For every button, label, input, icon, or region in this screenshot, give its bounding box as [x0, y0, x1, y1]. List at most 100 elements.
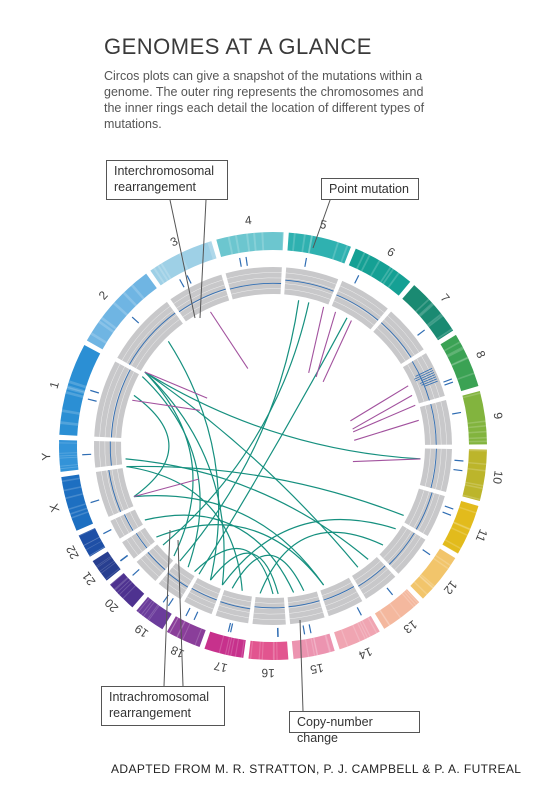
credit-line: ADAPTED FROM M. R. STRATTON, P. J. CAMPB… — [111, 762, 522, 776]
interchromosomal-link — [198, 317, 348, 575]
band-stripe — [234, 638, 240, 657]
copy-number-gridline — [383, 319, 415, 356]
band-stripe — [427, 314, 444, 328]
band-stripe — [83, 536, 100, 546]
band-stripe — [100, 316, 117, 330]
chromosome-label-5: 5 — [318, 217, 328, 232]
copy-number-gridline — [179, 289, 227, 313]
band-stripe — [68, 503, 86, 511]
chromosome-label-x: X — [47, 502, 63, 514]
band-stripe — [122, 291, 138, 307]
intrachromosomal-link — [352, 394, 413, 430]
copy-number-trace — [415, 492, 433, 530]
copy-number-gridline — [422, 494, 440, 534]
copy-number-trace — [167, 572, 189, 588]
chromosome-band-10 — [462, 449, 487, 501]
copy-number-gridline — [168, 571, 190, 586]
point-mutation-tick — [422, 549, 431, 556]
copy-number-trace — [229, 282, 282, 290]
band-stripe — [59, 442, 78, 444]
band-stripe — [234, 235, 240, 254]
copy-number-trace — [336, 294, 379, 321]
band-stripe — [451, 357, 469, 367]
band-stripe — [310, 638, 316, 657]
copy-number-gridline — [424, 448, 431, 487]
chromosome-label-13: 13 — [400, 617, 419, 636]
band-stripe — [209, 241, 217, 259]
band-stripe — [292, 233, 296, 252]
chromosome-band-16 — [248, 640, 289, 661]
band-stripe — [90, 332, 108, 344]
band-stripe — [250, 640, 254, 659]
band-stripe — [420, 574, 436, 587]
band-stripe — [419, 575, 434, 589]
copy-number-gridline — [253, 612, 286, 615]
band-stripe — [442, 544, 459, 554]
band-stripe — [96, 557, 112, 568]
intrachromosomal-link — [352, 404, 416, 433]
band-stripe — [116, 579, 131, 593]
copy-number-gridline — [289, 606, 322, 614]
band-stripe — [405, 589, 419, 604]
copy-number-gridline — [285, 278, 335, 290]
copy-number-gridline — [321, 582, 352, 596]
band-stripe — [468, 436, 487, 440]
copy-number-track — [170, 274, 230, 322]
chromosome-label-6: 6 — [385, 244, 398, 260]
band-stripe — [357, 622, 366, 640]
band-stripe — [458, 506, 477, 514]
copy-number-track — [252, 596, 286, 625]
band-stripe — [361, 620, 371, 637]
band-stripe — [60, 466, 79, 470]
copy-number-gridline — [418, 493, 435, 531]
intrachromosomal-callout: Intrachromosomal rearrangement — [101, 686, 225, 726]
callout-leader — [299, 619, 304, 712]
point-mutation-tick — [444, 381, 454, 386]
chromosome-band-x — [61, 474, 94, 531]
band-stripe — [59, 454, 78, 457]
copy-number-track — [215, 589, 252, 624]
point-mutation-callout: Point mutation — [321, 178, 419, 200]
copy-number-gridline — [413, 491, 430, 529]
copy-number-gridline — [162, 579, 184, 595]
intrachromosomal-link — [352, 458, 421, 463]
copy-number-trace — [110, 369, 131, 438]
interchromosomal-link — [144, 371, 359, 568]
band-stripe — [67, 385, 86, 393]
copy-number-track — [136, 544, 174, 581]
interchromosomal-link — [156, 524, 325, 586]
copy-number-gridline — [194, 582, 220, 595]
copy-number-change-mark — [414, 370, 434, 380]
band-stripe — [105, 567, 120, 580]
point-mutation-tick — [442, 511, 452, 516]
point-mutation-tick — [119, 554, 128, 562]
copy-number-gridline — [231, 288, 281, 295]
copy-number-gridline — [115, 371, 135, 438]
copy-number-track — [122, 527, 155, 559]
band-stripe — [443, 341, 461, 352]
callout-leader — [199, 199, 207, 319]
chromosome-label-16: 16 — [261, 666, 275, 680]
copy-number-gridline — [383, 528, 408, 559]
band-stripe — [457, 372, 475, 381]
band-stripe — [69, 507, 88, 515]
copy-number-track — [419, 400, 452, 445]
band-stripe — [313, 637, 319, 656]
copy-number-gridline — [289, 611, 324, 620]
copy-number-trace — [430, 448, 437, 489]
chromosome-band-15 — [291, 633, 335, 660]
copy-number-trace — [358, 565, 386, 587]
copy-number-change-mark — [424, 380, 438, 387]
copy-number-gridline — [219, 605, 250, 613]
copy-number-gridline — [435, 402, 442, 445]
copy-number-track — [331, 280, 388, 330]
copy-number-gridline — [99, 441, 101, 468]
band-stripe — [227, 637, 233, 656]
chromosome-band-2 — [86, 273, 157, 350]
chromosome-label-12: 12 — [441, 578, 460, 597]
band-stripe — [356, 252, 366, 270]
interchromosomal-link — [126, 465, 404, 517]
copy-number-gridline — [285, 272, 337, 285]
copy-number-gridline — [124, 514, 134, 531]
